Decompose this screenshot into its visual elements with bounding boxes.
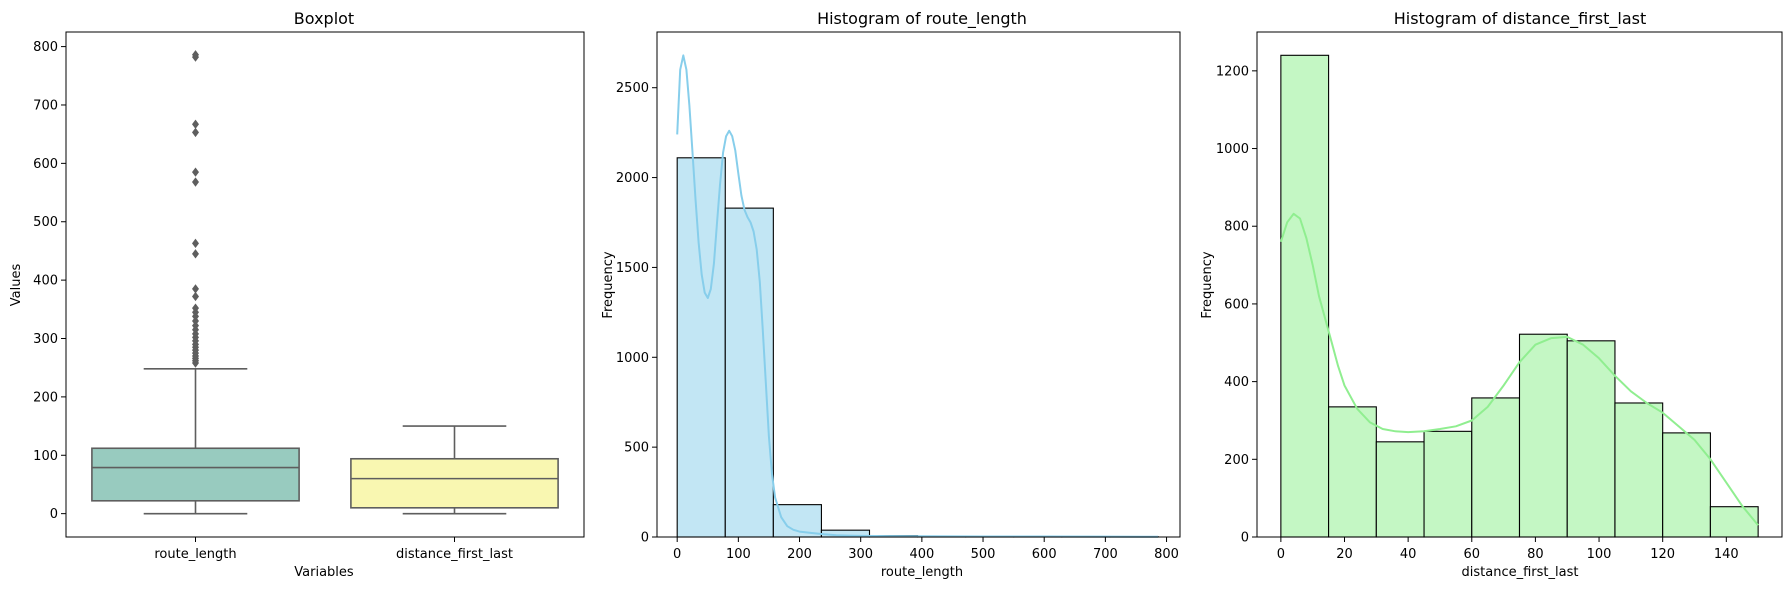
x-tick-label-1-8: 800: [1154, 547, 1179, 562]
y-tick-label-2-6: 1200: [1216, 64, 1249, 79]
histogram-bar-2-8: [1662, 432, 1711, 538]
x-tick-label-1-3: 300: [848, 547, 873, 562]
route-length-histogram-panel: Histogram of route_length 05001000150020…: [601, 9, 1181, 580]
axes-frame-2: [1256, 31, 1783, 538]
outlier-0-12: [192, 320, 199, 331]
x-tick-label-1-4: 400: [909, 547, 934, 562]
y-tick-label-0-5: 500: [33, 215, 58, 230]
box-0: [91, 447, 300, 502]
x-tick-label-2-0: 0: [1277, 547, 1285, 562]
y-tick-label-1-3: 1500: [616, 261, 649, 276]
x-tick-label-1-0: 0: [673, 547, 681, 562]
x-tick-label-0-0: route_length: [154, 547, 236, 562]
y-tick-label-0-1: 100: [33, 449, 58, 464]
histogram-bar-1-2: [772, 504, 822, 538]
kde-curve-2: [1279, 212, 1759, 526]
box-1: [350, 457, 559, 509]
distance-histogram-y-axis-label: Frequency: [1200, 251, 1215, 318]
x-tick-label-1-5: 500: [971, 547, 996, 562]
y-tick-label-0-8: 800: [33, 40, 58, 55]
x-tick-label-2-3: 60: [1463, 547, 1480, 562]
distance-histogram-panel: Histogram of distance_first_last 0200400…: [1200, 9, 1783, 580]
outlier-0-20: [192, 238, 199, 249]
axes-frame-1: [656, 31, 1181, 538]
route-length-histogram-x-axis-label: route_length: [881, 565, 963, 580]
route-length-histogram-y-axis-label: Frequency: [601, 251, 616, 318]
y-tick-label-0-0: 0: [50, 507, 58, 522]
kde-curve-1: [676, 54, 1159, 538]
y-tick-label-0-6: 600: [33, 157, 58, 172]
y-tick-label-2-5: 1000: [1216, 142, 1249, 157]
axes-frame-0: [65, 31, 585, 538]
outlier-0-23: [192, 127, 199, 138]
outlier-0-21: [192, 177, 199, 187]
x-tick-label-0-1: distance_first_last: [396, 547, 513, 562]
route-length-histogram-plot-area: 0 500 1000 1500 2000 2500 0 100 200 300 400 500 600 7…: [616, 31, 1181, 562]
y-tick-label-1-2: 1000: [616, 351, 649, 366]
histogram-bar-2-5: [1518, 333, 1568, 538]
x-tick-label-2-6: 120: [1650, 547, 1675, 562]
histogram-bar-2-6: [1566, 340, 1616, 538]
outlier-0-17: [192, 291, 199, 302]
histogram-bar-2-0: [1280, 54, 1330, 538]
x-tick-label-2-1: 20: [1336, 547, 1353, 562]
y-tick-label-2-2: 400: [1224, 375, 1249, 390]
boxplot-y-axis-label: Values: [9, 264, 24, 307]
boxplot-panel: Boxplot 0 100 200 300 400 500 600 700 800 route_l…: [9, 9, 585, 580]
y-tick-label-0-7: 700: [33, 98, 58, 113]
boxplot-x-axis-label: Variables: [294, 565, 354, 580]
x-tick-label-1-7: 700: [1093, 547, 1118, 562]
histogram-bar-2-3: [1423, 430, 1473, 538]
x-tick-label-1-1: 100: [726, 547, 751, 562]
x-tick-label-2-2: 40: [1400, 547, 1417, 562]
y-tick-label-0-3: 300: [33, 332, 58, 347]
outlier-0-13: [192, 316, 199, 326]
x-tick-label-2-7: 140: [1714, 547, 1739, 562]
outlier-0-24: [191, 119, 200, 129]
x-tick-label-2-4: 80: [1527, 547, 1544, 562]
x-tick-label-1-2: 200: [787, 547, 812, 562]
histogram-bar-2-7: [1614, 402, 1664, 538]
y-tick-label-2-3: 600: [1224, 297, 1249, 312]
histogram-bar-2-4: [1471, 397, 1521, 538]
outlier-0-16: [192, 303, 199, 313]
outlier-0-22: [192, 167, 199, 177]
outlier-0-26: [192, 50, 199, 60]
histogram-bar-2-9: [1709, 506, 1759, 538]
y-tick-label-0-4: 400: [33, 274, 58, 289]
histogram-bar-2-1: [1328, 406, 1377, 538]
boxplot-title: Boxplot: [294, 9, 354, 28]
distance-histogram-plot-area: 0 200 400 600 800 1000 1200 0 20 40 60 80 100 120 140: [1216, 31, 1783, 562]
y-tick-label-1-1: 500: [624, 441, 649, 456]
route-length-histogram-title: Histogram of route_length: [817, 9, 1027, 29]
histogram-bar-2-2: [1375, 441, 1425, 538]
y-tick-label-2-4: 800: [1224, 220, 1249, 235]
x-tick-label-2-5: 100: [1587, 547, 1612, 562]
y-tick-label-2-0: 0: [1241, 531, 1249, 546]
outlier-0-19: [191, 249, 200, 259]
y-tick-label-2-1: 200: [1224, 453, 1249, 468]
distance-histogram-title: Histogram of distance_first_last: [1394, 9, 1647, 29]
y-tick-label-0-2: 200: [33, 390, 58, 405]
outlier-0-18: [192, 284, 199, 294]
x-tick-label-1-6: 600: [1032, 547, 1057, 562]
distance-histogram-x-axis-label: distance_first_last: [1462, 565, 1579, 580]
y-tick-label-1-0: 0: [641, 531, 649, 546]
y-tick-label-1-4: 2000: [616, 171, 649, 186]
y-tick-label-1-5: 2500: [616, 81, 649, 96]
boxplot-plot-area: 0 100 200 300 400 500 600 700 800 route_length dis…: [33, 31, 585, 562]
